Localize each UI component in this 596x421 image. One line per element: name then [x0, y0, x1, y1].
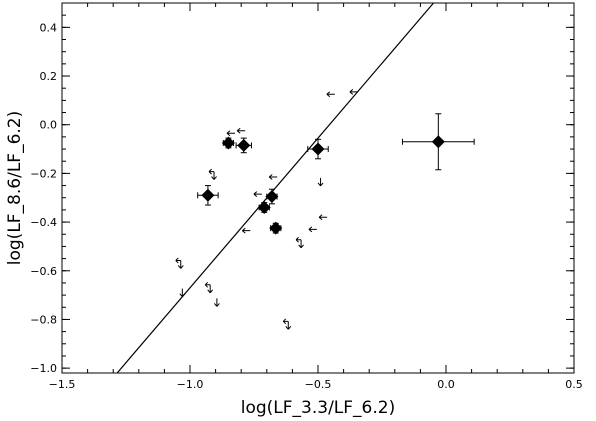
diamond-marker	[221, 136, 235, 150]
y-tick-label: −1.0	[30, 362, 57, 375]
arrow-path	[349, 88, 358, 95]
arrow-path	[213, 298, 220, 307]
upper-limit-both-arrow	[282, 318, 292, 330]
upper-limit-x-arrow	[241, 227, 251, 234]
upper-limit-both-arrow	[175, 257, 184, 269]
upper-limit-x-arrow	[226, 130, 235, 137]
upper-limit-x-arrow	[268, 174, 278, 180]
upper-limit-x-arrow	[326, 91, 335, 98]
upper-limit-y-arrow	[213, 298, 220, 307]
arrow-path	[282, 318, 292, 330]
y-tick-label: −0.4	[30, 216, 57, 229]
x-axis-label: log(LF_3.3/LF_6.2)	[241, 398, 395, 418]
y-tick-label: 0.2	[40, 70, 58, 83]
arrow-path	[308, 226, 317, 233]
y-tick-label: 0.0	[40, 119, 58, 132]
x-tick-label: −0.5	[305, 378, 332, 391]
ticks-layer: −1.5 −1.0 −0.5 0.0 0.5 −1.0 −0.8 −0.6 −0.4 −0.2 0.…	[30, 3, 583, 391]
diamond-marker	[237, 138, 251, 152]
arrow-path	[208, 168, 217, 180]
x-tick-label: −1.0	[177, 378, 204, 391]
diamond-marker	[431, 135, 445, 149]
y-tick-label: −0.2	[30, 167, 57, 180]
x-tick-label: 0.5	[565, 378, 583, 391]
upper-limit-x-arrow	[318, 214, 328, 221]
data-point	[235, 137, 252, 154]
upper-limit-y-arrow	[179, 288, 186, 297]
diamond-marker	[311, 142, 325, 156]
upper-limit-x-arrow	[349, 88, 358, 95]
arrow-path	[317, 177, 324, 187]
x-tick-label: 0.0	[437, 378, 455, 391]
x-tick-label: −1.5	[49, 378, 76, 391]
upper-limit-x-arrow	[308, 226, 317, 233]
upper-limit-both-arrow	[295, 236, 304, 249]
data-point	[265, 188, 279, 205]
data-point	[257, 200, 271, 214]
diamond-marker	[257, 200, 271, 214]
y-tick-label: −0.6	[30, 265, 57, 278]
data-point	[221, 136, 235, 150]
fit-line	[116, 2, 434, 374]
diamond-marker	[269, 221, 283, 235]
arrow-path	[295, 236, 304, 249]
arrow-path	[268, 174, 278, 180]
arrow-path	[318, 214, 328, 221]
arrow-path	[236, 127, 246, 134]
arrow-path	[175, 257, 184, 269]
data-point	[401, 113, 475, 171]
data-point	[269, 221, 283, 235]
arrow-path	[326, 91, 335, 98]
y-tick-label: 0.4	[40, 21, 58, 34]
upper-limit-y-arrow	[317, 177, 324, 187]
arrow-path	[179, 288, 186, 297]
arrow-path	[226, 130, 235, 137]
diamond-marker	[265, 190, 279, 204]
y-axis-label: log(LF_8.6/LF_6.2)	[5, 111, 25, 265]
upper-limit-both-arrow	[204, 281, 214, 294]
arrow-path	[204, 281, 214, 294]
plot-frame	[61, 2, 575, 374]
marks-layer	[116, 2, 475, 374]
upper-limit-x-arrow	[236, 127, 246, 134]
data-point	[307, 138, 329, 160]
upper-limit-x-arrow	[253, 191, 262, 197]
diamond-marker	[201, 188, 215, 202]
upper-limit-both-arrow	[208, 168, 217, 180]
data-point	[197, 185, 219, 206]
y-tick-label: −0.8	[30, 313, 57, 326]
arrow-path	[241, 227, 251, 234]
arrow-path	[253, 191, 262, 197]
